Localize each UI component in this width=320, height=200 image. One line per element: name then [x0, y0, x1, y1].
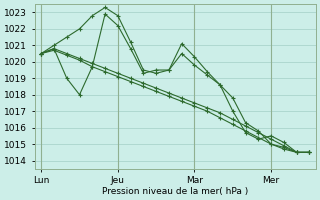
X-axis label: Pression niveau de la mer( hPa ): Pression niveau de la mer( hPa ): [102, 187, 248, 196]
